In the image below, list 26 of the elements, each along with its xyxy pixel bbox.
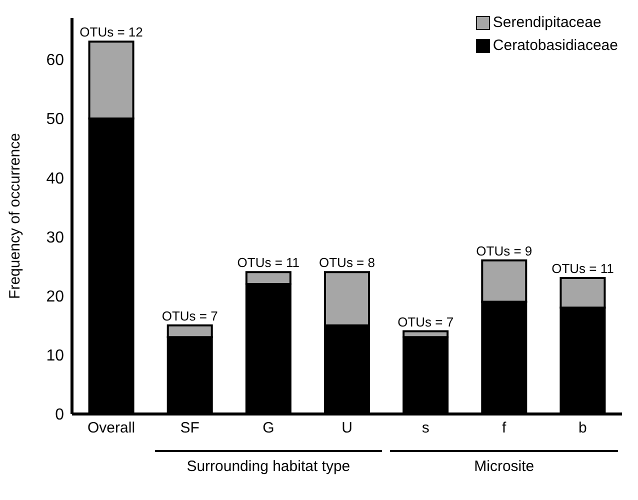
annotation: OTUs = 9	[476, 243, 532, 258]
legend-label: Serendipitaceae	[492, 14, 602, 31]
y-tick-label: 60	[46, 52, 64, 70]
annotation: OTUs = 12	[80, 24, 143, 40]
y-tick-label: 40	[46, 170, 64, 188]
annotation: OTUs = 7	[398, 314, 454, 330]
x-tick-label: U	[342, 420, 352, 437]
legend-label: Ceratobasidiaceae	[492, 37, 618, 54]
annotation: OTUs = 11	[552, 261, 614, 276]
y-tick-label: 50	[46, 111, 64, 128]
text: Microsite	[473, 458, 536, 475]
y-tick-label: 20	[46, 288, 64, 306]
x-tick-label: b	[578, 420, 587, 437]
x-tick-label: s	[422, 420, 430, 437]
y-tick-label: 30	[46, 229, 64, 246]
y-axis-title: Frequency of occurrence	[6, 133, 24, 299]
x-tick-label: SF	[180, 420, 200, 437]
x-tick-label: Overall	[88, 420, 136, 437]
y-tick-label: 10	[46, 348, 64, 365]
annotation: OTUs = 8	[319, 255, 375, 270]
annotation: OTUs = 11	[237, 255, 300, 270]
y-tick-label: 0	[55, 406, 64, 424]
annotation: OTUs = 7	[162, 308, 218, 324]
text: Surrounding habitat type	[186, 458, 352, 475]
x-tick-label: f	[502, 420, 508, 437]
x-tick-label: G	[262, 420, 274, 437]
